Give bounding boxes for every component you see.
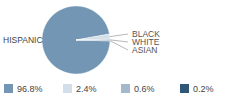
pie-slice — [76, 40, 110, 42]
chart-container: HISPANICBLACKWHITEASIAN96.8%2.4%0.6%0.2% — [0, 0, 240, 100]
chart-svg: HISPANICBLACKWHITEASIAN96.8%2.4%0.6%0.2% — [0, 0, 240, 100]
legend-swatch — [4, 84, 13, 93]
slice-label: ASIAN — [132, 45, 158, 55]
slice-label: HISPANIC — [3, 35, 43, 45]
pie-slice — [42, 6, 110, 74]
legend: 96.8% 2.4% 0.6% 0.2% — [4, 84, 214, 94]
pie — [42, 6, 110, 74]
pie-slice — [76, 39, 110, 40]
legend-label: 0.2% — [193, 84, 214, 94]
legend-swatch — [121, 84, 130, 93]
legend-label: 2.4% — [76, 84, 97, 94]
legend-label: 96.8% — [17, 84, 43, 94]
pie-slice — [76, 34, 110, 40]
legend-swatch — [63, 84, 72, 93]
leader-line — [110, 40, 128, 42]
leader-line — [110, 41, 128, 50]
leader-line — [110, 34, 128, 37]
legend-label: 0.6% — [134, 84, 155, 94]
legend-swatch — [180, 84, 189, 93]
